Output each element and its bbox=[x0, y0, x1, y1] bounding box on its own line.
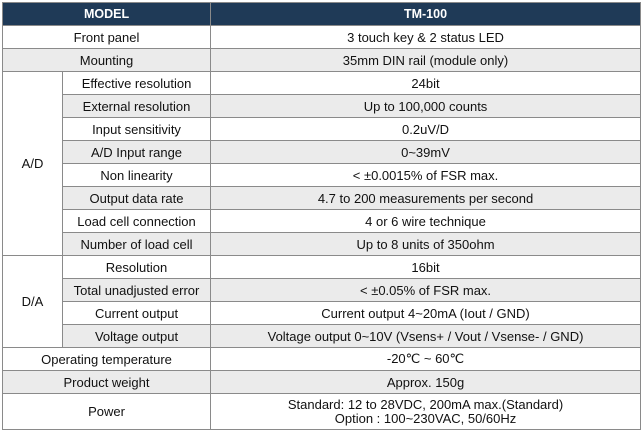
table-row: Input sensitivity 0.2uV/D bbox=[3, 117, 642, 141]
power-value: Standard: 12 to 28VDC, 200mA max.(Standa… bbox=[210, 393, 642, 430]
table-header-row: MODEL TM-100 bbox=[1, 2, 642, 26]
row-value: Voltage output 0~10V (Vsens+ / Vout / Vs… bbox=[210, 324, 642, 348]
table-row: Front panel 3 touch key & 2 status LED bbox=[1, 25, 642, 49]
row-value: 16bit bbox=[210, 255, 642, 279]
row-value: < ±0.0015% of FSR max. bbox=[210, 163, 642, 187]
table-row: A/D Effective resolution 24bit bbox=[2, 71, 642, 256]
row-label: External resolution bbox=[61, 94, 212, 118]
spec-table: MODEL TM-100 Front panel 3 touch key & 2… bbox=[1, 2, 642, 430]
table-row: Output data rate 4.7 to 200 measurements… bbox=[3, 186, 642, 210]
row-value: 0~39mV bbox=[210, 140, 642, 164]
table-row: Number of load cell Up to 8 units of 350… bbox=[3, 232, 642, 256]
row-label: Total unadjusted error bbox=[61, 278, 212, 302]
row-value: -20℃ ~ 60℃ bbox=[210, 347, 642, 371]
row-label: Non linearity bbox=[61, 163, 212, 187]
table-row: Non linearity < ±0.0015% of FSR max. bbox=[3, 163, 642, 187]
row-value: Approx. 150g bbox=[210, 370, 642, 394]
row-label: Current output bbox=[61, 301, 212, 325]
table-row: Total unadjusted error < ±0.05% of FSR m… bbox=[3, 278, 642, 302]
header-model-name: TM-100 bbox=[210, 2, 642, 26]
table-row: Product weight Approx. 150g bbox=[1, 370, 642, 394]
row-value: 3 touch key & 2 status LED bbox=[210, 25, 642, 49]
row-value: 24bit bbox=[210, 71, 642, 95]
row-label: Voltage output bbox=[61, 324, 212, 348]
power-line-option: Option : 100~230VAC, 50/60Hz bbox=[334, 410, 517, 426]
row-label: Resolution bbox=[61, 255, 212, 279]
table-row-power: Power Standard: 12 to 28VDC, 200mA max.(… bbox=[1, 393, 642, 430]
table-row: Mounting 35mm DIN rail (module only) bbox=[1, 48, 642, 72]
power-line-standard: Standard: 12 to 28VDC, 200mA max.(Standa… bbox=[287, 396, 564, 412]
row-label: Product weight bbox=[1, 370, 212, 394]
table-row: Load cell connection 4 or 6 wire techniq… bbox=[3, 209, 642, 233]
row-value: Current output 4~20mA (Iout / GND) bbox=[210, 301, 642, 325]
row-label: Output data rate bbox=[61, 186, 212, 210]
row-value: 0.2uV/D bbox=[210, 117, 642, 141]
row-value: 4.7 to 200 measurements per second bbox=[210, 186, 642, 210]
spec-table-container: MODEL TM-100 Front panel 3 touch key & 2… bbox=[1, 2, 642, 430]
row-label: Number of load cell bbox=[61, 232, 212, 256]
row-label: Load cell connection bbox=[61, 209, 212, 233]
header-model: MODEL bbox=[1, 2, 212, 26]
table-row: D/A Resolution 16bit bbox=[2, 255, 642, 348]
table-row: A/D Input range 0~39mV bbox=[3, 140, 642, 164]
power-label: Power bbox=[1, 393, 212, 430]
table-row: Current output Current output 4~20mA (Io… bbox=[3, 301, 642, 325]
row-value: < ±0.05% of FSR max. bbox=[210, 278, 642, 302]
table-row: Voltage output Voltage output 0~10V (Vse… bbox=[3, 324, 642, 348]
row-label: Input sensitivity bbox=[61, 117, 212, 141]
row-value: Up to 100,000 counts bbox=[210, 94, 642, 118]
row-value: 35mm DIN rail (module only) bbox=[210, 48, 642, 72]
row-label: Operating temperature bbox=[1, 347, 212, 371]
row-label: Mounting bbox=[1, 48, 212, 72]
group-label-ad: A/D bbox=[2, 71, 63, 256]
row-label: Front panel bbox=[1, 25, 212, 49]
row-value: Up to 8 units of 350ohm bbox=[210, 232, 642, 256]
table-row: External resolution Up to 100,000 counts bbox=[3, 94, 642, 118]
row-value: 4 or 6 wire technique bbox=[210, 209, 642, 233]
table-row: Operating temperature -20℃ ~ 60℃ bbox=[1, 347, 642, 371]
row-label: Effective resolution bbox=[61, 71, 212, 95]
row-label: A/D Input range bbox=[61, 140, 212, 164]
group-label-da: D/A bbox=[2, 255, 63, 348]
